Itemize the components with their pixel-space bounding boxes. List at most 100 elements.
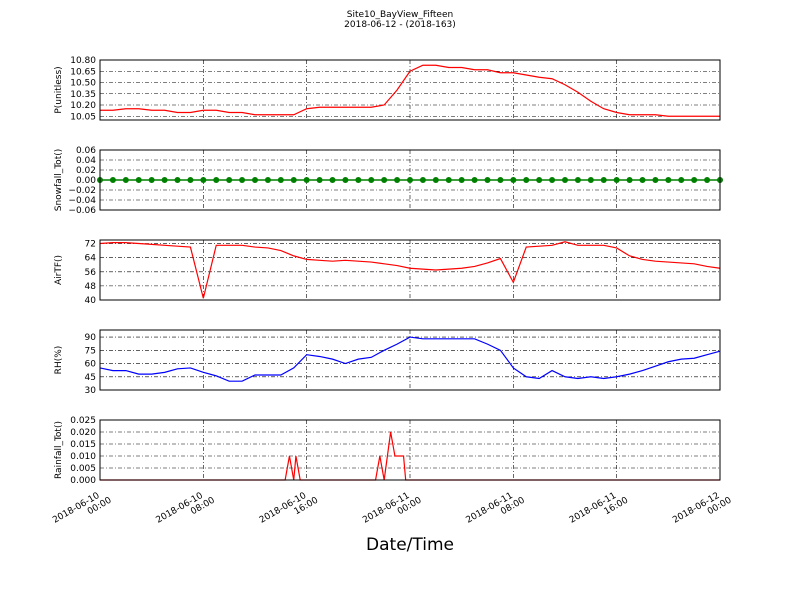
chart-subtitle: 2018-06-12 - (2018-163) xyxy=(344,20,456,30)
x-tick-label: 2018-06-1008:00 xyxy=(155,487,217,535)
data-point xyxy=(652,177,659,183)
data-point xyxy=(497,177,504,183)
x-tick-label: 2018-06-1100:00 xyxy=(361,487,423,535)
data-point xyxy=(432,177,439,183)
y-tick-label: 0.010 xyxy=(70,452,96,462)
data-point xyxy=(549,177,556,183)
data-point xyxy=(290,177,297,183)
y-axis-label: Rainfall_Tot() xyxy=(54,421,64,479)
data-point xyxy=(174,177,181,183)
y-axis-label: AirTF() xyxy=(54,255,64,285)
y-tick-label: 10.65 xyxy=(70,67,96,77)
data-point xyxy=(316,177,323,183)
data-point xyxy=(445,177,452,183)
data-point xyxy=(277,177,284,183)
data-point xyxy=(484,177,491,183)
y-tick-label: 72 xyxy=(85,240,96,250)
y-tick-label: 10.20 xyxy=(70,101,96,111)
y-tick-label: 60 xyxy=(85,360,97,370)
data-line xyxy=(100,431,720,481)
data-point xyxy=(342,177,349,183)
y-tick-label: 0.000 xyxy=(70,476,96,486)
data-point xyxy=(161,177,168,183)
y-axis-label: P(unitless) xyxy=(54,66,64,113)
y-tick-label: 10.05 xyxy=(70,112,96,122)
data-point xyxy=(264,177,271,183)
data-line xyxy=(99,336,721,382)
data-point xyxy=(252,177,258,183)
data-point xyxy=(213,177,220,183)
data-point xyxy=(704,177,711,183)
y-tick-label: 56 xyxy=(85,268,97,278)
y-tick-label: 0.005 xyxy=(70,464,96,474)
data-point xyxy=(239,177,246,183)
y-tick-label: 45 xyxy=(85,373,96,383)
x-tick-label: 2018-06-1116:00 xyxy=(568,487,630,535)
data-point xyxy=(665,177,672,183)
data-point xyxy=(187,177,194,183)
y-tick-label: 90 xyxy=(85,333,97,343)
data-point xyxy=(368,177,375,183)
data-point xyxy=(471,177,478,183)
data-point xyxy=(600,177,607,183)
plot-frame xyxy=(99,149,721,211)
y-tick-label: 0.04 xyxy=(76,156,96,166)
y-tick-label: −0.02 xyxy=(68,186,96,196)
data-point xyxy=(135,177,142,183)
y-tick-label: 48 xyxy=(85,282,97,292)
y-tick-label: 75 xyxy=(85,346,96,356)
x-axis-label: Date/Time xyxy=(366,535,454,555)
data-point xyxy=(407,177,413,183)
y-tick-label: 0.020 xyxy=(70,428,96,438)
chart-title: Site10_BayView_Fifteen xyxy=(347,10,453,20)
data-point xyxy=(691,177,698,183)
data-point xyxy=(458,177,465,183)
data-point xyxy=(355,177,362,183)
data-point xyxy=(562,177,568,183)
x-tick-label: 2018-06-1000:00 xyxy=(51,487,113,535)
plot-frame xyxy=(99,329,721,391)
y-tick-label: 0.02 xyxy=(76,166,96,176)
data-point xyxy=(226,177,233,183)
y-tick-label: −0.04 xyxy=(68,196,96,206)
data-point xyxy=(148,177,155,183)
data-point xyxy=(329,177,336,183)
data-line xyxy=(99,241,721,299)
y-tick-label: 40 xyxy=(85,296,97,306)
y-axis-label: RH(%) xyxy=(54,346,64,375)
plot-frame xyxy=(99,59,721,121)
data-point xyxy=(523,177,530,183)
y-tick-label: −0.06 xyxy=(68,206,96,216)
y-tick-label: 30 xyxy=(85,386,97,396)
data-point xyxy=(587,177,594,183)
data-point xyxy=(109,177,116,183)
data-point xyxy=(574,177,581,183)
x-tick-label: 2018-06-1108:00 xyxy=(465,487,527,535)
data-point xyxy=(394,177,401,183)
data-point xyxy=(639,177,646,183)
y-axis-label: Snowfall_Tot() xyxy=(54,149,64,212)
x-tick-label: 2018-06-1016:00 xyxy=(258,487,320,535)
data-point xyxy=(626,177,633,183)
data-point xyxy=(536,177,543,183)
y-tick-label: 10.80 xyxy=(70,56,96,66)
data-point xyxy=(200,177,207,183)
data-line xyxy=(100,64,720,117)
y-tick-label: 0.015 xyxy=(70,440,96,450)
plot-frame xyxy=(99,239,721,301)
data-point xyxy=(419,177,426,183)
x-tick-label: 2018-06-1200:00 xyxy=(671,487,733,535)
y-tick-label: 0.00 xyxy=(76,176,96,186)
y-tick-label: 64 xyxy=(85,254,97,264)
y-tick-label: 0.06 xyxy=(76,146,96,156)
y-tick-label: 10.35 xyxy=(70,90,96,100)
data-point xyxy=(613,177,620,183)
data-point xyxy=(678,177,685,183)
data-point xyxy=(122,177,129,183)
data-point xyxy=(303,177,310,183)
data-point xyxy=(510,177,517,183)
y-tick-label: 10.50 xyxy=(70,79,96,89)
data-point xyxy=(381,177,388,183)
y-tick-label: 0.025 xyxy=(70,416,96,426)
